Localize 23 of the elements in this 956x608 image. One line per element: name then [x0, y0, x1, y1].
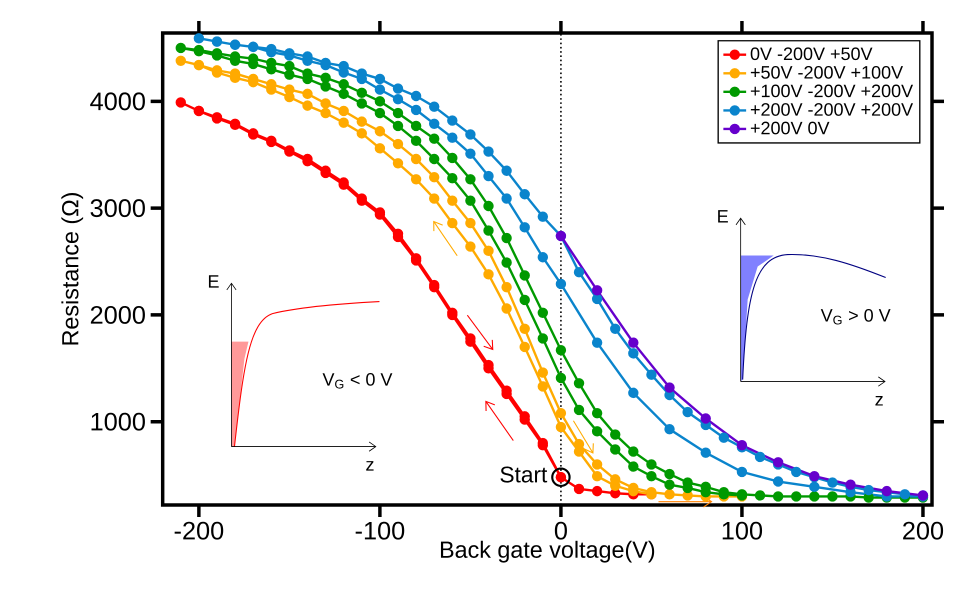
legend-label: +50V -200V +100V: [750, 66, 904, 79]
annotation: Start: [500, 466, 548, 483]
y-tick-label: 2000: [90, 306, 145, 324]
x-tick-label: -200: [174, 522, 224, 540]
x-tick-label: -100: [356, 522, 404, 540]
x-tick-label: 0: [554, 522, 567, 540]
annotation: E: [718, 210, 728, 223]
x-tick-label: 100: [722, 522, 762, 540]
annotation: V$_{G}$ < 0 V: [322, 373, 392, 389]
y-axis-title: Resistance (Ω): [61, 193, 84, 345]
annotation: z: [366, 461, 374, 471]
annotation: E: [208, 275, 219, 288]
legend-label: +100V -200V +200V: [750, 84, 914, 98]
legend-label: +200V -200V +200V: [750, 103, 914, 116]
legend-label: +200V 0V: [750, 122, 830, 134]
y-tick-label: 4000: [90, 92, 145, 110]
x-tick-label: 200: [903, 522, 944, 540]
legend-label: 0V -200V +50V: [750, 47, 872, 60]
y-tick-label: 1000: [92, 412, 145, 431]
annotation: V$_{G}$ > 0 V: [820, 308, 891, 325]
y-tick-label: 3000: [90, 199, 145, 218]
annotation: z: [875, 396, 883, 406]
x-axis-title: Back gate voltage(V): [440, 540, 654, 563]
